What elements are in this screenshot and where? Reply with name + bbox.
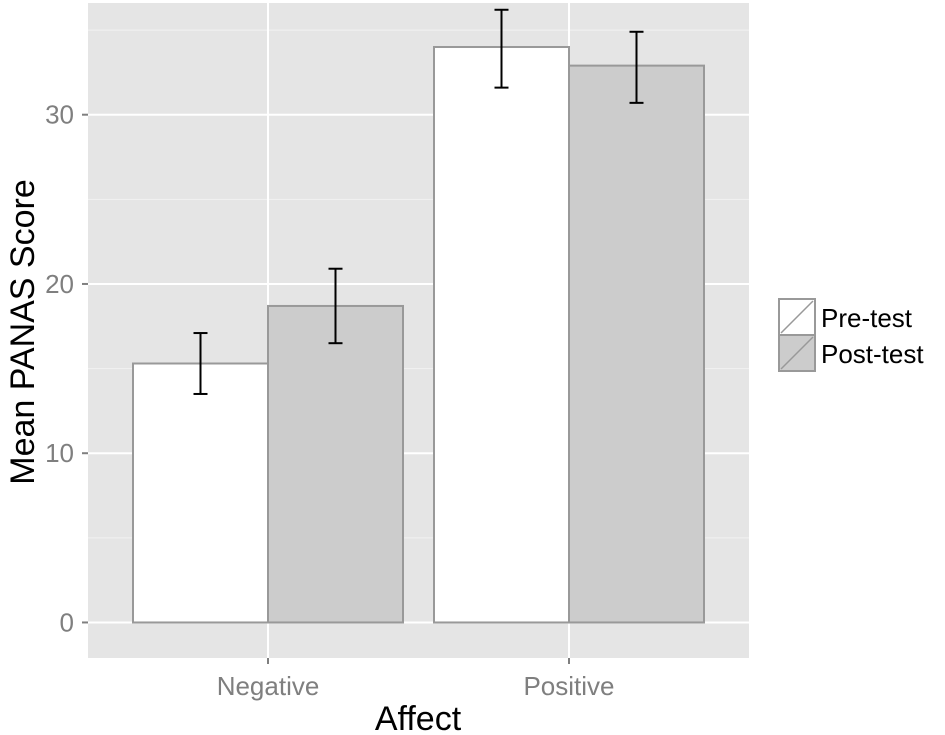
x-tick-label: Negative (217, 671, 320, 701)
legend-label: Post-test (821, 339, 924, 369)
error-bars (193, 8, 644, 395)
bar-pre-test-positive (433, 46, 570, 624)
y-tick-label: 0 (60, 607, 74, 637)
bar-pre-test-negative (132, 362, 269, 624)
legend-label: Pre-test (821, 303, 913, 333)
y-tick-label: 30 (45, 100, 74, 130)
y-axis: 0 10 20 30 (45, 100, 88, 637)
error-bar (629, 30, 644, 104)
x-axis: Negative Positive (217, 658, 615, 701)
x-axis-title: Affect (375, 700, 462, 735)
y-tick-label: 10 (45, 438, 74, 468)
bars (132, 46, 705, 624)
error-bar (193, 332, 208, 395)
legend-key-slash (780, 300, 814, 334)
legend-item: Post-test (778, 334, 924, 372)
x-tick-label: Positive (523, 671, 614, 701)
legend: Pre-test Post-test (778, 298, 924, 372)
bar-post-test-positive (568, 64, 705, 624)
y-tick-label: 20 (45, 269, 74, 299)
error-bar (328, 267, 343, 345)
legend-item: Pre-test (778, 298, 913, 336)
y-axis-title: Mean PANAS Score (4, 179, 42, 485)
legend-key-slash (780, 336, 814, 370)
error-bar (494, 8, 509, 89)
bar-post-test-negative (267, 304, 404, 624)
